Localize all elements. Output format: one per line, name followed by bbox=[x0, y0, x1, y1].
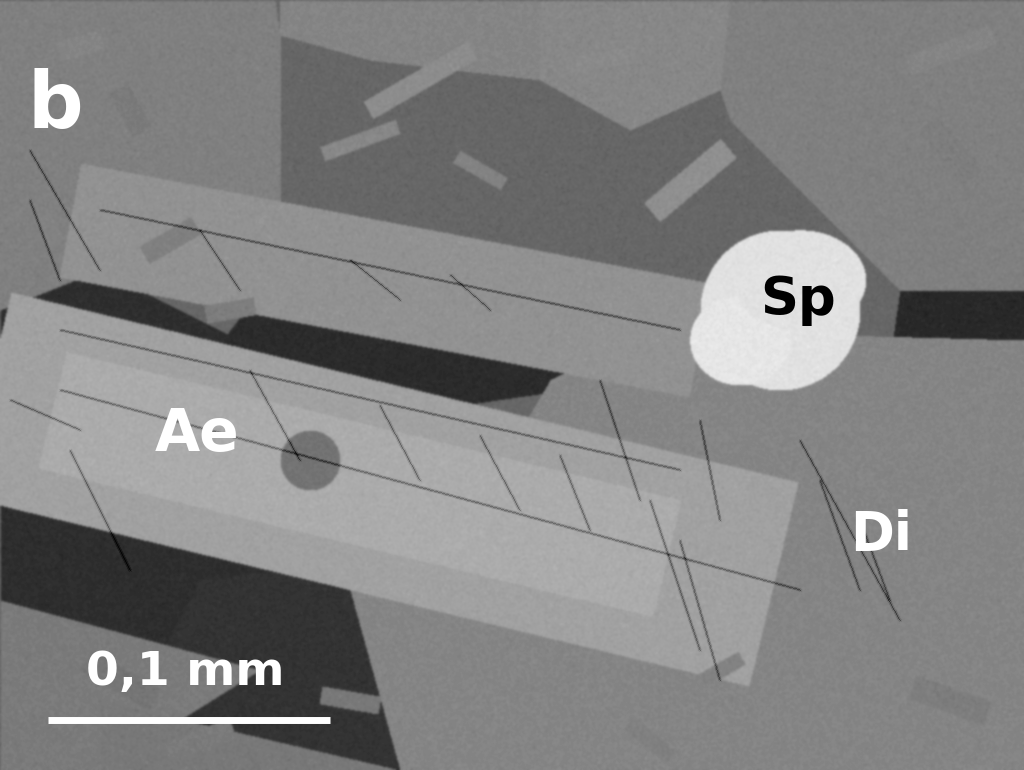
Text: Ae: Ae bbox=[155, 407, 240, 464]
Text: 0,1 mm: 0,1 mm bbox=[86, 650, 285, 695]
Text: Sp: Sp bbox=[760, 274, 836, 326]
Text: b: b bbox=[28, 68, 84, 144]
Text: Di: Di bbox=[850, 509, 912, 561]
